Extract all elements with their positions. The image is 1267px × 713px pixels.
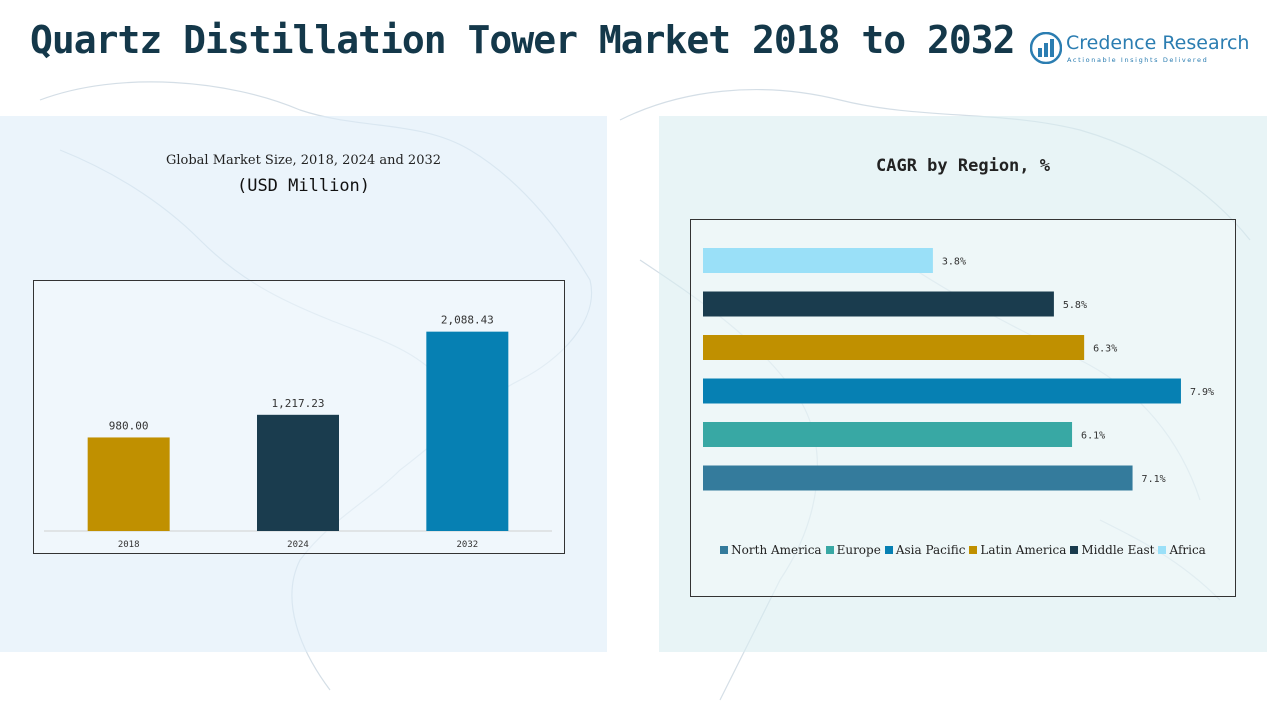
legend-label-europe: Europe [836, 543, 881, 557]
legend-label-north-america: North America [731, 543, 822, 557]
brand-name: Credence Research [1066, 32, 1250, 54]
cagr-bar-chart: 3.8% 5.8% 6.3% 7.9% 6.1% 7.1% [703, 248, 1214, 491]
legend-swatch-asia-pacific [884, 546, 893, 554]
data-label-latin-america: 6.3% [1093, 344, 1117, 355]
x-tick-label-2032: 2032 [456, 540, 478, 550]
market-size-chart-title: Global Market Size, 2018, 2024 and 2032 [165, 153, 442, 168]
cagr-legend: North America Europe Asia Pacific Latin Ame… [691, 543, 1235, 557]
legend-swatch-middle-east [1070, 546, 1079, 554]
bar-asia-pacific [703, 378, 1181, 404]
legend-item-africa: Africa [1158, 543, 1206, 557]
market-size-bar-chart: 980.00 2018 1,217.23 2024 2,088.43 2032 [44, 314, 552, 550]
data-label-asia-pacific: 7.9% [1190, 387, 1214, 398]
bar-middle-east [703, 291, 1054, 317]
brand-logo-mark-icon [1030, 32, 1062, 64]
data-label-middle-east: 5.8% [1063, 300, 1087, 311]
x-tick-label-2018: 2018 [118, 540, 140, 550]
legend-label-middle-east: Middle East [1081, 543, 1155, 557]
legend-swatch-north-america [720, 546, 729, 554]
bar-2024 [257, 414, 339, 531]
bar-latin-america [703, 335, 1085, 360]
legend-label-asia-pacific: Asia Pacific [895, 543, 966, 557]
brand-logo: Credence Research Actionable Insights De… [1030, 30, 1250, 70]
data-label-2024: 1,217.23 [272, 397, 325, 410]
legend-item-asia-pacific: Asia Pacific [884, 543, 966, 557]
bar-north-america [703, 465, 1133, 491]
legend-swatch-latin-america [969, 546, 978, 554]
legend-swatch-europe [825, 546, 834, 554]
page-title: Quartz Distillation Tower Market 2018 to… [30, 18, 1016, 62]
data-label-europe: 6.1% [1081, 431, 1105, 442]
legend-item-europe: Europe [825, 543, 881, 557]
bar-europe [703, 422, 1073, 447]
legend-item-middle-east: Middle East [1070, 543, 1154, 557]
bar-africa [703, 248, 933, 273]
data-label-2032: 2,088.43 [441, 314, 494, 327]
data-label-africa: 3.8% [942, 257, 966, 268]
market-size-chart: 980.00 2018 1,217.23 2024 2,088.43 2032 [33, 280, 565, 554]
legend-item-latin-america: Latin America [969, 543, 1066, 557]
legend-label-latin-america: Latin America [980, 543, 1067, 557]
market-size-chart-subtitle: (USD Million) [236, 176, 371, 196]
data-label-2018: 980.00 [109, 419, 149, 432]
legend-label-africa: Africa [1169, 543, 1206, 557]
legend-item-north-america: North America [720, 543, 822, 557]
brand-tagline: Actionable Insights Delivered [1067, 56, 1209, 64]
legend-swatch-africa [1158, 546, 1167, 554]
bar-2032 [426, 331, 509, 531]
data-label-north-america: 7.1% [1142, 474, 1166, 485]
cagr-chart-title: CAGR by Region, % [876, 156, 1050, 176]
cagr-chart: 3.8% 5.8% 6.3% 7.9% 6.1% 7.1% North America Eu… [690, 219, 1236, 597]
bar-2018 [87, 437, 170, 531]
x-tick-label-2024: 2024 [287, 540, 309, 550]
